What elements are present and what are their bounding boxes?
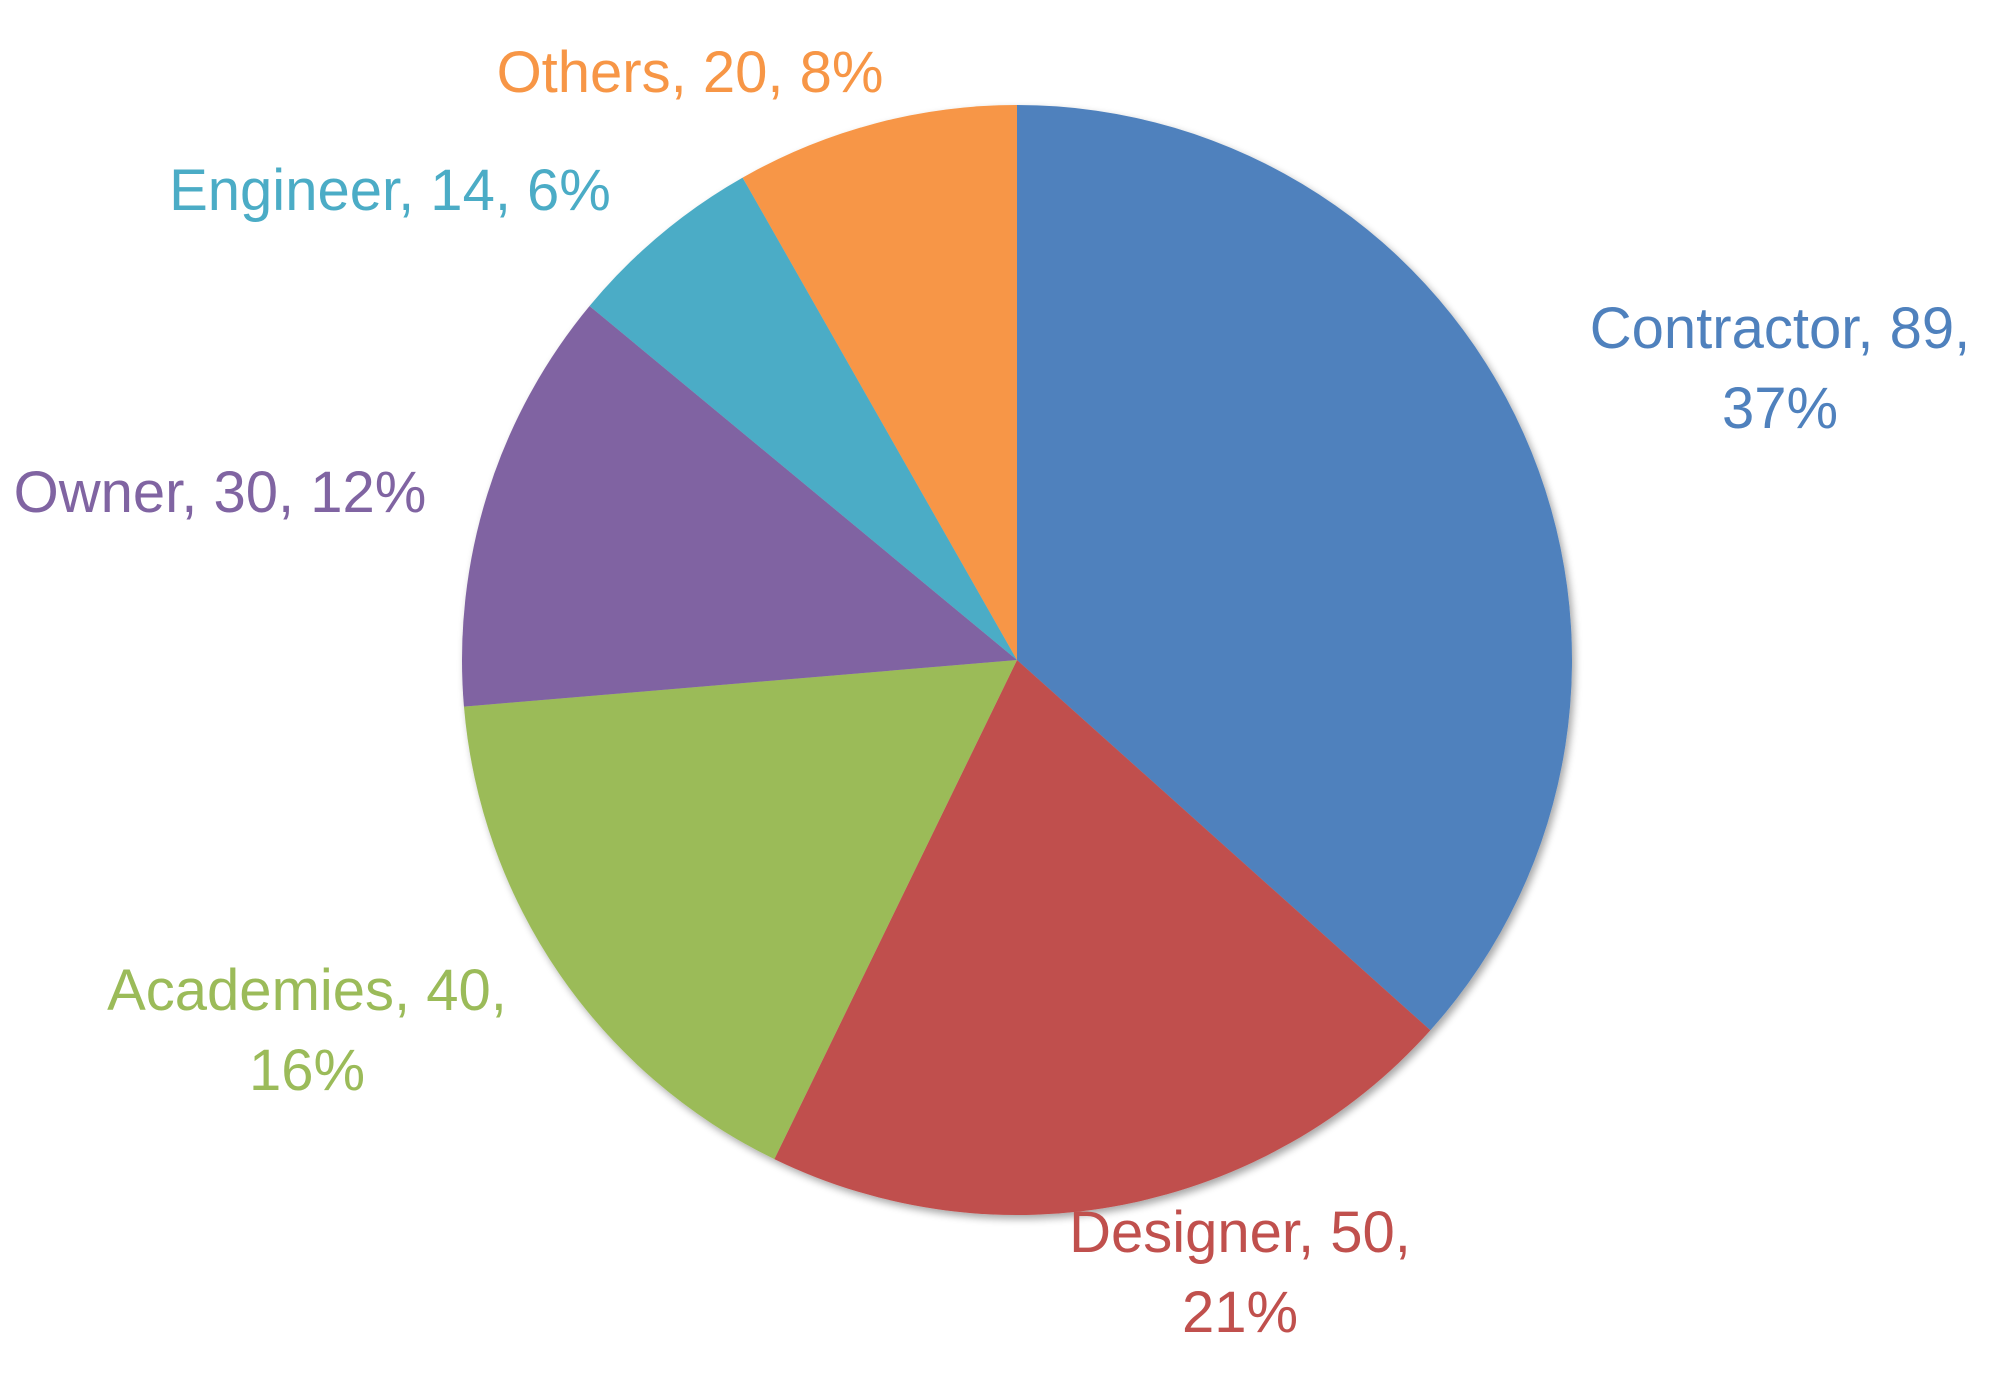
data-label-line: Contractor, 89,: [1590, 296, 1970, 361]
pie-slice-others: [742, 105, 1017, 660]
data-label-designer: Designer, 50, 21%: [1069, 1200, 1411, 1345]
pie-slice-engineer: [589, 177, 1017, 660]
data-label-line: 21%: [1182, 1280, 1298, 1345]
data-label-academies: Academies, 40, 16%: [107, 958, 507, 1103]
data-label-line: 16%: [249, 1038, 365, 1103]
data-label-owner: Owner, 30, 12%: [14, 460, 427, 525]
data-label-contractor: Contractor, 89, 37%: [1590, 296, 1970, 441]
data-label-others: Others, 20, 8%: [497, 40, 884, 105]
data-label-line: Others, 20, 8%: [497, 40, 884, 105]
pie-slice-contractor: [1017, 105, 1573, 1031]
data-label-engineer: Engineer, 14, 6%: [169, 158, 611, 223]
pie-slice-designer: [774, 660, 1431, 1215]
pie-slices: [462, 105, 1573, 1215]
pie-slice-academies: [463, 660, 1017, 1160]
pie-data-labels: Contractor, 89, 37% Designer, 50, 21% Academ…: [14, 40, 1971, 1345]
pie-slice-owner: [462, 306, 1017, 707]
data-label-line: Owner, 30, 12%: [14, 460, 427, 525]
data-label-line: Designer, 50,: [1069, 1200, 1411, 1265]
data-label-line: Engineer, 14, 6%: [169, 158, 611, 223]
data-label-line: 37%: [1722, 376, 1838, 441]
data-label-line: Academies, 40,: [107, 958, 507, 1023]
